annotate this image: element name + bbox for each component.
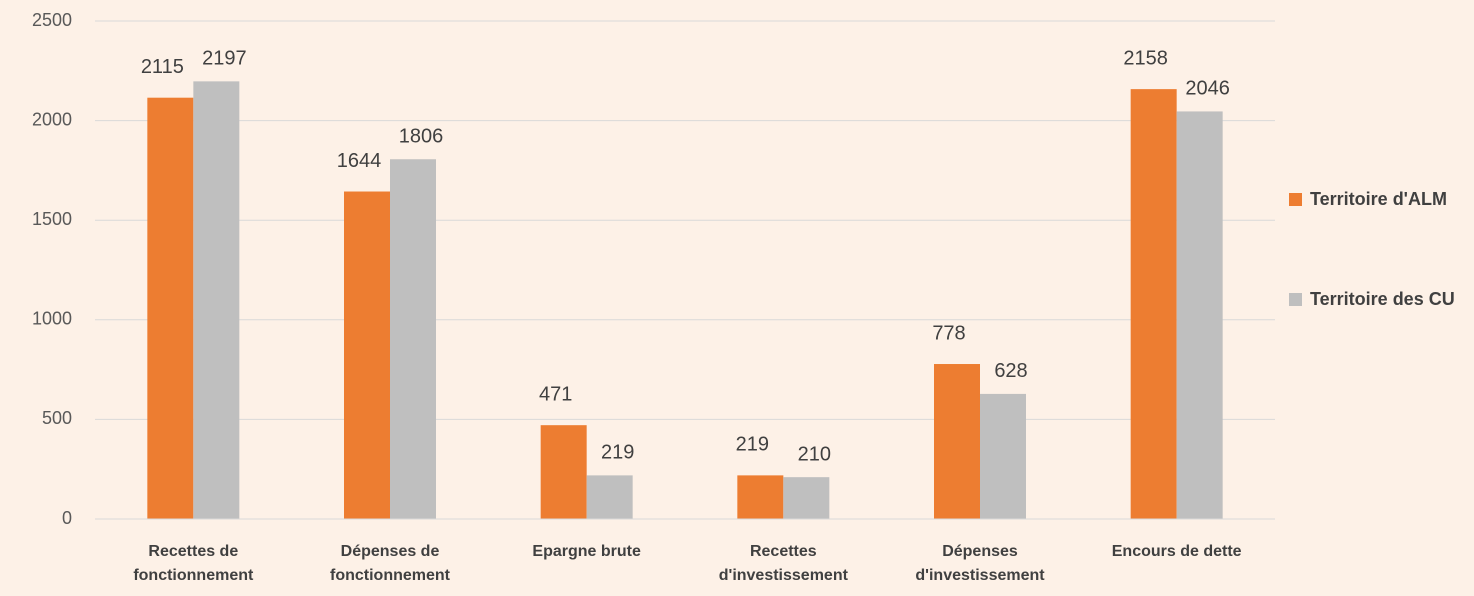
bar xyxy=(1176,111,1223,519)
legend-swatch xyxy=(1289,193,1302,206)
x-tick-label: Dépenses de fonctionnement xyxy=(330,543,450,584)
x-tick-label: Epargne brute xyxy=(532,543,641,560)
bar xyxy=(783,477,830,519)
legend-label: Territoire d'ALM xyxy=(1310,189,1447,209)
bar xyxy=(934,364,980,519)
x-tick-label: Dépenses d'investissement xyxy=(915,543,1045,584)
data-label: 2046 xyxy=(1185,78,1230,100)
x-tick-label: Recettes de fonctionnement xyxy=(133,543,254,584)
data-label: 778 xyxy=(932,322,965,344)
bar xyxy=(540,425,587,519)
bar xyxy=(193,81,240,519)
data-label: 628 xyxy=(994,360,1027,382)
x-tick-label: Recettes d'investissement xyxy=(718,543,848,584)
y-tick-label: 1000 xyxy=(32,309,72,329)
data-label: 2158 xyxy=(1123,47,1168,69)
data-label: 471 xyxy=(539,383,572,405)
legend-swatch xyxy=(1289,293,1302,306)
data-label: 219 xyxy=(601,442,634,464)
legend-item: Territoire d'ALM xyxy=(1289,186,1460,213)
legend-label: Territoire des CU xyxy=(1310,289,1455,309)
y-tick-label: 2000 xyxy=(32,109,72,129)
x-tick-label: Encours de dette xyxy=(1111,543,1242,560)
bar xyxy=(344,191,390,519)
data-label: 1806 xyxy=(399,126,444,148)
data-label: 219 xyxy=(736,434,769,456)
data-label: 2115 xyxy=(141,56,184,78)
data-label: 210 xyxy=(798,443,831,465)
bar xyxy=(586,475,633,519)
data-label: 1644 xyxy=(337,150,382,172)
bar xyxy=(147,97,194,519)
y-tick-label: 0 xyxy=(62,508,72,528)
data-label: 2197 xyxy=(202,48,247,70)
y-tick-label: 500 xyxy=(42,408,72,428)
y-tick-label: 1500 xyxy=(32,209,72,229)
bar xyxy=(1130,89,1177,519)
bar xyxy=(390,159,436,519)
bar xyxy=(737,475,784,519)
legend-item: Territoire des CU xyxy=(1289,286,1460,313)
bar xyxy=(980,393,1026,519)
y-tick-label: 2500 xyxy=(32,10,72,30)
